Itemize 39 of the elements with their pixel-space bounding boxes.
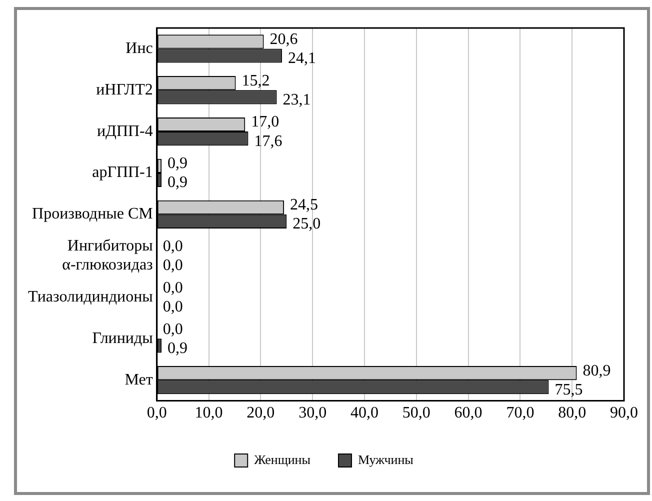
x-tick-label: 90,0: [610, 404, 638, 422]
x-tick-label: 60,0: [454, 404, 482, 422]
y-tick-label: Производные СМ: [32, 206, 153, 223]
data-label: 15,2: [242, 72, 270, 90]
data-label: 0,0: [162, 279, 183, 296]
data-label: 23,1: [282, 91, 311, 108]
data-label: 17,0: [251, 114, 280, 131]
x-tick-label: 10,0: [194, 404, 223, 422]
data-label: 24,1: [288, 50, 316, 67]
data-label: 0,9: [168, 340, 188, 357]
y-tick-label: Тиазолидиндионы: [28, 288, 154, 306]
data-label: 24,5: [290, 196, 318, 214]
data-label: 25,0: [292, 216, 321, 233]
x-tick-label: 0,0: [146, 404, 167, 422]
y-tick-label: Ингибиторы α-глюкозидаз: [62, 237, 154, 274]
data-label: 0,0: [162, 257, 183, 274]
y-tick-label: Мет: [124, 371, 153, 388]
data-label: 0,9: [168, 174, 188, 192]
y-tick-label: иНГЛТ2: [96, 81, 153, 98]
x-tick-label: 70,0: [506, 404, 534, 422]
data-label: 20,6: [270, 30, 298, 48]
x-tick-label: 30,0: [298, 404, 327, 422]
data-label: 0,0: [162, 320, 183, 338]
data-label: 80,9: [582, 362, 611, 380]
data-label: 75,5: [554, 381, 583, 398]
x-tick-label: 50,0: [402, 404, 430, 422]
y-tick-label: Глиниды: [92, 330, 154, 347]
x-tick-label: 20,0: [246, 404, 275, 422]
data-label: 0,0: [162, 238, 183, 255]
y-tick-label: арГПП-1: [92, 164, 153, 182]
x-tick-label: 80,0: [558, 404, 586, 422]
data-label: 0,0: [162, 298, 183, 316]
y-tick-label: иДПП-4: [96, 122, 153, 140]
legend-label: Мужчины: [358, 452, 414, 467]
y-tick-label: Инс: [126, 40, 153, 57]
data-label: 17,6: [254, 132, 282, 150]
x-tick-label: 40,0: [350, 404, 378, 422]
legend-label: Женщины: [254, 452, 311, 467]
data-label: 0,9: [168, 155, 188, 172]
